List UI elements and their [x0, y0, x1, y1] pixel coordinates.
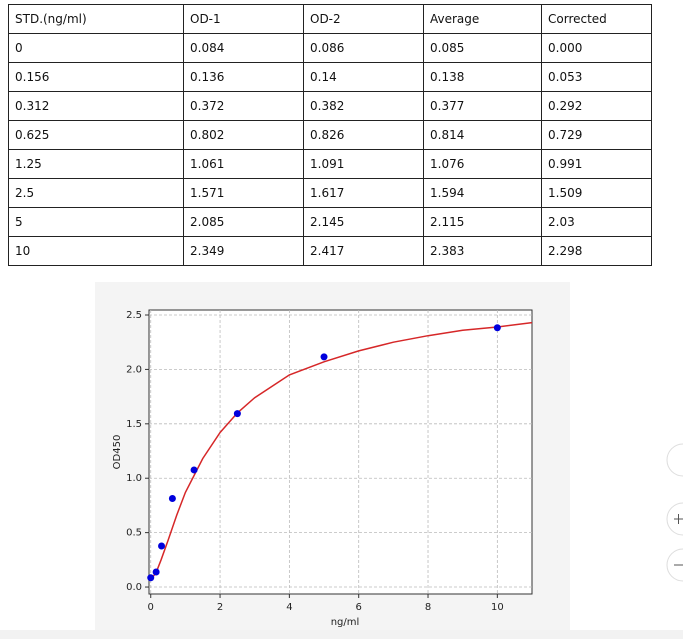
table-cell: 0.729 — [541, 120, 652, 150]
table-cell: 0.000 — [541, 33, 652, 63]
table-row: 2.5 1.571 1.617 1.594 1.509 — [8, 178, 652, 208]
table-cell: 0.138 — [423, 62, 542, 92]
table-cell: 0.084 — [183, 33, 304, 63]
table-cell: 1.571 — [183, 178, 304, 208]
header-row: STD.(ng/ml) OD-1 OD-2 Average Corrected — [8, 4, 652, 34]
table-row: 1.25 1.061 1.091 1.076 0.991 — [8, 149, 652, 179]
table-row: 0 0.084 0.086 0.085 0.000 — [8, 33, 652, 63]
table-cell: 0.377 — [423, 91, 542, 121]
y-tick-label: 1.0 — [126, 473, 142, 484]
table-cell: OD-2 — [303, 4, 424, 34]
data-point — [320, 353, 328, 361]
data-point — [147, 574, 155, 582]
y-tick-label: 1.5 — [126, 419, 142, 430]
data-table: STD.(ng/ml) OD-1 OD-2 Average Corrected 0 0.08… — [8, 4, 652, 266]
table-cell: 0.085 — [423, 33, 542, 63]
data-point — [233, 410, 241, 418]
data-point — [168, 494, 176, 502]
zoom-out-button[interactable] — [666, 548, 683, 582]
data-point — [190, 466, 198, 474]
x-tick-label: 10 — [491, 602, 504, 613]
table-cell: 0.802 — [183, 120, 304, 150]
table-cell: 0.312 — [8, 91, 184, 121]
data-point — [152, 568, 160, 576]
x-axis-label: ng/ml — [331, 617, 360, 628]
y-tick-label: 2.0 — [126, 364, 142, 375]
table-cell: 0.814 — [423, 120, 542, 150]
table-cell: 2.383 — [423, 236, 542, 266]
table-row: 5 2.085 2.145 2.115 2.03 — [8, 207, 652, 237]
y-tick-label: 0.0 — [126, 582, 142, 593]
table-cell: 2.03 — [541, 207, 652, 237]
data-point — [493, 324, 501, 332]
table-row: 0.312 0.372 0.382 0.377 0.292 — [8, 91, 652, 121]
table-cell: 0.372 — [183, 91, 304, 121]
x-tick-label: 0 — [148, 602, 154, 613]
table-cell: STD.(ng/ml) — [8, 4, 184, 34]
table-cell: 0.086 — [303, 33, 424, 63]
table-cell: 2.115 — [423, 207, 542, 237]
table-cell: 0.053 — [541, 62, 652, 92]
y-tick-label: 2.5 — [126, 310, 142, 321]
table-cell: 2.5 — [8, 178, 184, 208]
table-cell: 2.145 — [303, 207, 424, 237]
data-point — [158, 542, 166, 550]
table-cell: 1.061 — [183, 149, 304, 179]
table-row: 0.625 0.802 0.826 0.814 0.729 — [8, 120, 652, 150]
table-cell: 2.417 — [303, 236, 424, 266]
table-cell: 2.085 — [183, 207, 304, 237]
x-tick-label: 2 — [217, 602, 223, 613]
x-tick-label: 6 — [356, 602, 362, 613]
table-cell: 1.076 — [423, 149, 542, 179]
y-axis-label: OD450 — [112, 435, 123, 470]
table-row: 0.156 0.136 0.14 0.138 0.053 — [8, 62, 652, 92]
table-cell: 10 — [8, 236, 184, 266]
table-cell: 0.136 — [183, 62, 304, 92]
table-cell: 0.382 — [303, 91, 424, 121]
table-cell: 1.594 — [423, 178, 542, 208]
table-cell: 5 — [8, 207, 184, 237]
zoom-in-button[interactable] — [666, 502, 683, 536]
table-cell: 2.349 — [183, 236, 304, 266]
table-cell: 0.991 — [541, 149, 652, 179]
table-cell: 0.625 — [8, 120, 184, 150]
table-row: 10 2.349 2.417 2.383 2.298 — [8, 236, 652, 266]
chart: ng/ml OD450 0.0 0.5 1.0 1.5 2.0 2.5 0 2 4 6 8 10 — [95, 282, 570, 635]
table-cell: Average — [423, 4, 542, 34]
table-cell: Corrected — [541, 4, 652, 34]
table-cell: 0 — [8, 33, 184, 63]
x-tick-label: 8 — [425, 602, 431, 613]
table-cell: 0.292 — [541, 91, 652, 121]
y-tick-label: 0.5 — [126, 528, 142, 539]
table-cell: 1.25 — [8, 149, 184, 179]
table-cell: 1.617 — [303, 178, 424, 208]
table-cell: 1.509 — [541, 178, 652, 208]
x-tick-label: 4 — [286, 602, 292, 613]
table-cell: 0.826 — [303, 120, 424, 150]
table-cell: 1.091 — [303, 149, 424, 179]
toolbar-button[interactable] — [666, 443, 683, 477]
table-cell: 0.14 — [303, 62, 424, 92]
table-cell: OD-1 — [183, 4, 304, 34]
table-cell: 2.298 — [541, 236, 652, 266]
table-cell: 0.156 — [8, 62, 184, 92]
